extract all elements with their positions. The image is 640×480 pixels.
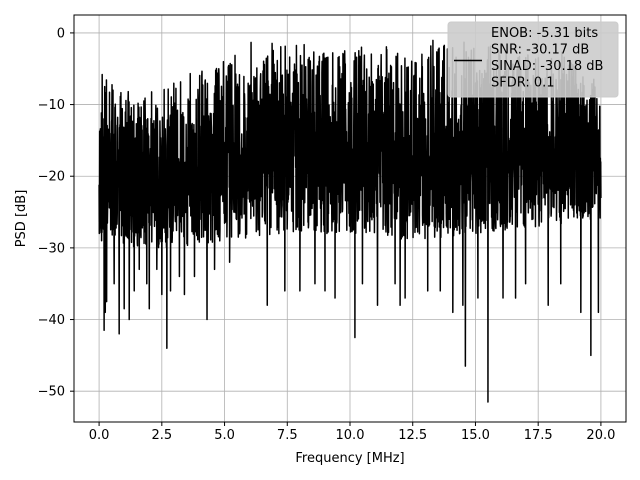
y-tick-label: −30 [38, 241, 65, 256]
x-tick-label: 20.0 [586, 428, 615, 443]
y-tick-label: −10 [38, 98, 65, 113]
y-tick-label: −50 [38, 385, 65, 400]
x-tick-label: 7.5 [277, 428, 298, 443]
legend-label: ENOB: -5.31 bits SNR: -30.17 dB SINAD: -30… [491, 26, 603, 91]
y-tick-label: −40 [38, 313, 65, 328]
x-tick-label: 12.5 [398, 428, 427, 443]
x-tick-label: 15.0 [461, 428, 490, 443]
psd-series-line [98, 39, 602, 403]
y-tick-label: −20 [38, 170, 65, 185]
y-axis: 0 −10 −20 −30 −40 −50 [38, 26, 74, 400]
x-axis: 0.0 2.5 5.0 7.5 10.0 12.5 15.0 17.5 20.0 [89, 422, 615, 443]
legend-box [447, 21, 619, 98]
y-tick-label: 0 [57, 26, 65, 41]
x-tick-label: 2.5 [151, 428, 172, 443]
legend: ENOB: -5.31 bits SNR: -30.17 dB SINAD: -30… [447, 21, 619, 98]
series-layer [98, 39, 602, 403]
x-tick-label: 5.0 [214, 428, 235, 443]
x-tick-label: 10.0 [336, 428, 365, 443]
x-tick-label: 17.5 [524, 428, 553, 443]
y-axis-label: PSD [dB] [14, 190, 29, 248]
x-tick-label: 0.0 [89, 428, 110, 443]
x-axis-label: Frequency [MHz] [295, 451, 404, 466]
